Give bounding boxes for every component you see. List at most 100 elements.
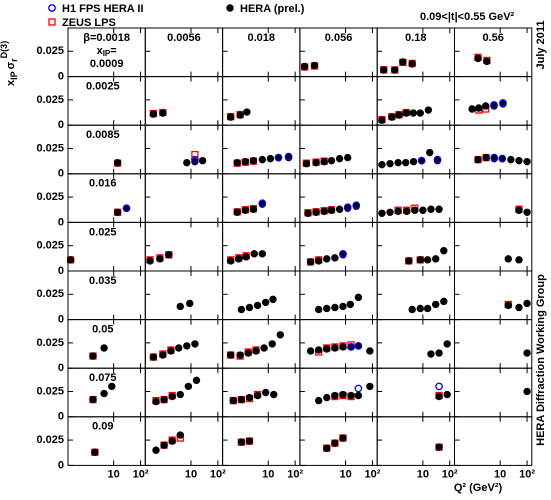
data-point bbox=[241, 206, 250, 214]
legend-label: H1 FPS HERA II bbox=[62, 3, 144, 15]
y-tick-label: 0 bbox=[58, 411, 64, 423]
panel-frame bbox=[454, 173, 533, 223]
data-point bbox=[198, 156, 207, 165]
data-point bbox=[236, 351, 244, 359]
data-point bbox=[100, 389, 108, 398]
data-point bbox=[423, 304, 432, 313]
panel-frame bbox=[454, 367, 533, 418]
y-label-symbol: x bbox=[5, 79, 17, 86]
data-point bbox=[186, 299, 194, 308]
beta-label: 0.56 bbox=[482, 32, 503, 44]
y-axis-label: xIP σrD(3) bbox=[0, 41, 19, 86]
data-point bbox=[226, 113, 235, 121]
data-point bbox=[402, 109, 410, 117]
x-tick-label: 10 bbox=[339, 468, 351, 480]
data-point bbox=[314, 346, 323, 354]
panel-frame bbox=[376, 416, 456, 466]
y-tick-label: 0 bbox=[58, 71, 64, 83]
data-point bbox=[233, 208, 241, 216]
data-point bbox=[354, 391, 363, 400]
xpom-label: 0.0009 bbox=[90, 58, 124, 70]
data-point bbox=[176, 302, 184, 311]
xpom-prefix: xIP= bbox=[97, 45, 117, 58]
data-point bbox=[344, 153, 352, 162]
data-point bbox=[261, 388, 270, 397]
x-tick-label: 10² bbox=[133, 468, 149, 480]
data-point bbox=[176, 431, 184, 439]
y-tick-label: 0.025 bbox=[36, 191, 64, 203]
beta-label: 0.056 bbox=[325, 32, 353, 44]
data-point bbox=[253, 391, 262, 400]
data-point bbox=[394, 207, 402, 215]
data-point bbox=[482, 153, 490, 162]
data-point bbox=[423, 256, 432, 264]
data-point bbox=[306, 347, 315, 355]
data-point bbox=[523, 157, 531, 166]
data-point bbox=[245, 303, 254, 312]
beta-label: 0.018 bbox=[247, 32, 275, 44]
xpom-label: 0.035 bbox=[89, 275, 117, 287]
data-point bbox=[339, 249, 347, 258]
data-point bbox=[176, 390, 184, 399]
data-point bbox=[159, 351, 167, 359]
data-point bbox=[146, 257, 154, 265]
data-point bbox=[490, 153, 499, 162]
xpom-label: 0.075 bbox=[89, 372, 117, 384]
data-point bbox=[507, 155, 515, 164]
y-tick-label: 0.025 bbox=[36, 94, 64, 106]
data-point bbox=[91, 448, 99, 456]
data-point bbox=[122, 204, 131, 213]
data-point bbox=[323, 393, 331, 402]
data-point bbox=[237, 305, 246, 314]
x-tick-label: 10 bbox=[417, 468, 429, 480]
data-point bbox=[191, 155, 199, 164]
data-point bbox=[245, 437, 254, 445]
data-point bbox=[498, 154, 507, 163]
panel-frame bbox=[299, 270, 378, 321]
panel-frame bbox=[299, 319, 378, 369]
data-point bbox=[113, 158, 122, 167]
data-point bbox=[258, 250, 267, 258]
data-point bbox=[160, 395, 168, 404]
data-point bbox=[226, 257, 235, 265]
panel-frame bbox=[299, 124, 378, 175]
data-point bbox=[331, 303, 339, 312]
panel-frame bbox=[376, 221, 456, 272]
panel-frame bbox=[299, 367, 378, 418]
data-point bbox=[380, 66, 388, 74]
data-point bbox=[243, 108, 251, 116]
data-point bbox=[443, 390, 451, 399]
group-note: HERA Diffraction Working Group bbox=[535, 274, 547, 446]
y-tick-label: 0.025 bbox=[36, 240, 64, 252]
data-point bbox=[167, 347, 175, 355]
beta-label: 0.0056 bbox=[167, 32, 201, 44]
data-point bbox=[237, 438, 246, 446]
data-point bbox=[258, 155, 267, 164]
data-point bbox=[366, 382, 374, 391]
data-point bbox=[347, 343, 355, 351]
data-point bbox=[474, 155, 482, 164]
legend-label: HERA (prel.) bbox=[240, 3, 305, 15]
data-point bbox=[229, 396, 237, 405]
data-point bbox=[327, 206, 336, 214]
panel-frame bbox=[144, 270, 224, 321]
data-point bbox=[504, 301, 512, 310]
xpom-subscript: IP bbox=[103, 49, 111, 58]
data-point bbox=[386, 208, 394, 216]
data-point bbox=[339, 390, 347, 399]
data-point bbox=[399, 58, 407, 66]
data-point bbox=[515, 156, 523, 165]
xpom-label: 0.09 bbox=[92, 421, 113, 433]
data-point bbox=[270, 390, 278, 399]
panel-frame bbox=[454, 319, 533, 369]
data-point bbox=[504, 255, 512, 263]
data-point bbox=[269, 295, 277, 304]
y-tick-label: 0 bbox=[58, 314, 64, 326]
data-point bbox=[515, 256, 523, 264]
legend-label: ZEUS LPS bbox=[62, 17, 116, 29]
panel-frame bbox=[454, 221, 533, 272]
data-point bbox=[156, 255, 164, 263]
data-point bbox=[274, 153, 283, 162]
data-point bbox=[242, 253, 250, 261]
